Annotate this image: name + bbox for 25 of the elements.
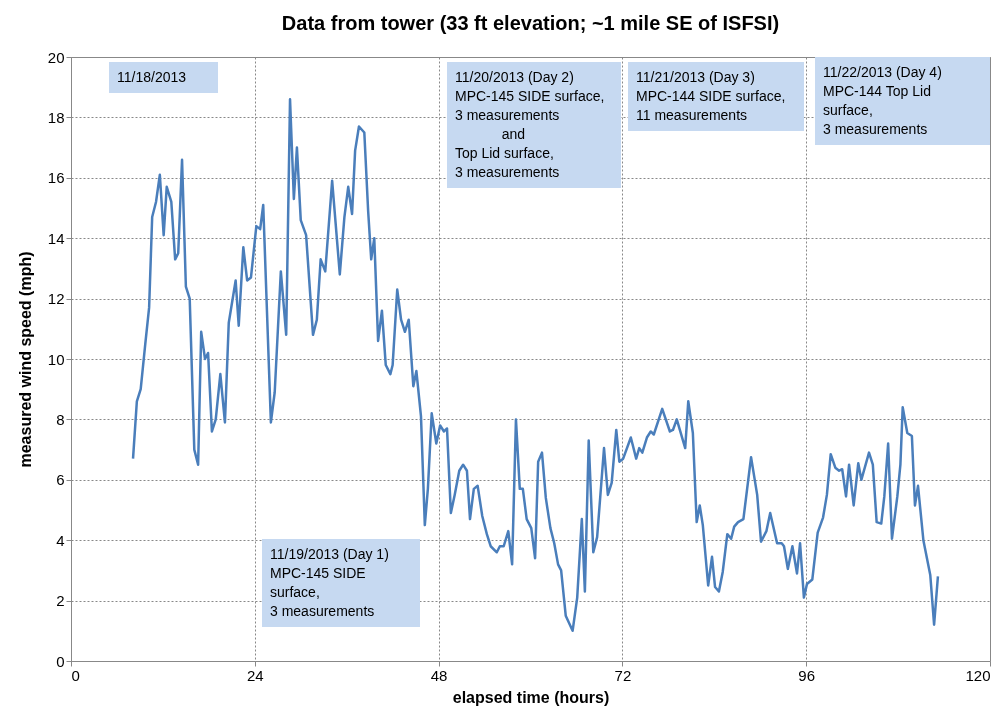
x-axis-title: elapsed time (hours)	[452, 688, 610, 706]
y-tick-label: 4	[56, 531, 65, 549]
y-tick-label: 16	[47, 169, 65, 187]
note-box: 11/19/2013 (Day 1) MPC-145 SIDE surface, 3 measurements	[262, 539, 420, 627]
y-tick-label: 18	[47, 108, 65, 126]
y-tick-label: 10	[47, 350, 65, 368]
x-tick-label: 48	[430, 666, 448, 684]
x-tick-label: 120	[965, 666, 991, 684]
x-tick-label: 24	[246, 666, 264, 684]
y-tick-label: 2	[56, 592, 65, 610]
y-axis-title: measured wind speed (mph)	[16, 251, 34, 468]
note-box: 11/22/2013 (Day 4) MPC-144 Top Lid surface, 3 measurements	[815, 57, 990, 145]
note-box: 11/21/2013 (Day 3) MPC-144 SIDE surface, 11 measurements	[628, 62, 804, 131]
note-box: 11/20/2013 (Day 2) MPC-145 SIDE surface, 3 measurements and Top Lid surface, 3 measurements	[447, 62, 621, 188]
x-tick-label: 72	[614, 666, 632, 684]
y-tick-label: 8	[56, 410, 65, 428]
y-tick-label: 12	[47, 290, 65, 308]
note-box: 11/18/2013	[109, 62, 218, 93]
y-tick-label: 14	[47, 229, 65, 247]
y-tick-label: 20	[47, 48, 65, 66]
x-tick-label: 96	[798, 666, 816, 684]
chart-title: Data from tower (33 ft elevation; ~1 mile SE of ISFSI)	[281, 12, 780, 34]
y-tick-label: 0	[56, 652, 65, 670]
y-tick-label: 6	[56, 471, 65, 489]
x-tick-label: 0	[71, 666, 80, 684]
